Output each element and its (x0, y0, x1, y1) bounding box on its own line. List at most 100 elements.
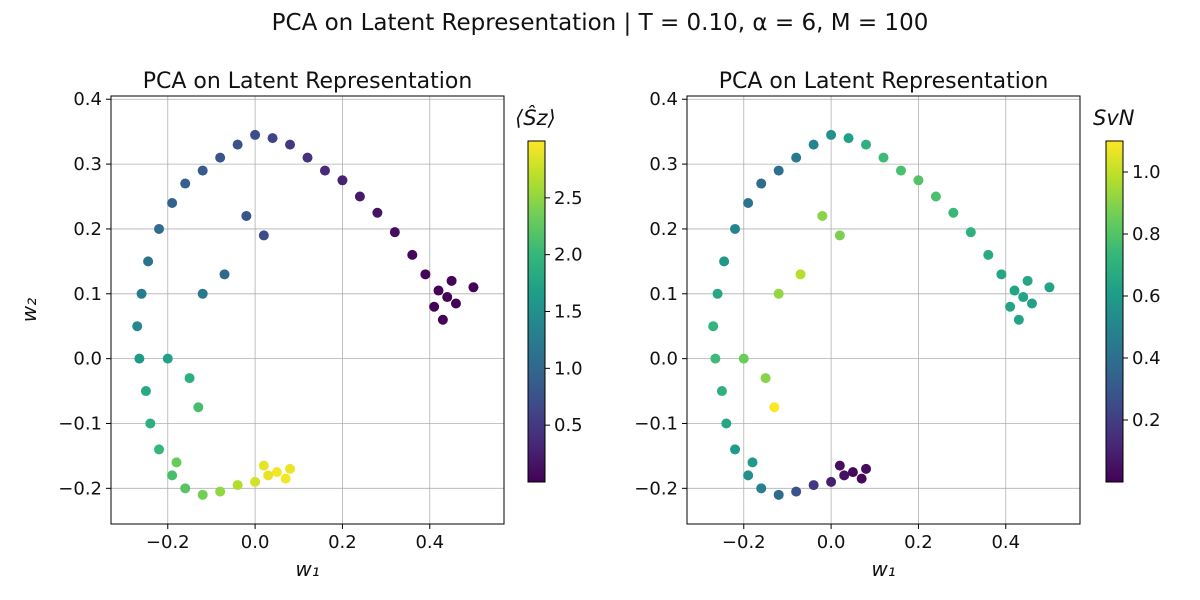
right-point-17 (743, 198, 754, 208)
right-point-44 (738, 353, 749, 364)
left-chart-title: PCA on Latent Representation (143, 69, 473, 94)
right-point-34 (1018, 292, 1029, 303)
right-point-45 (769, 402, 780, 413)
left-point-21 (232, 139, 243, 150)
right-point-8 (743, 470, 754, 481)
left-point-15 (143, 256, 154, 267)
left-point-38 (468, 282, 479, 293)
left-point-28 (354, 191, 365, 202)
left-point-35 (450, 298, 461, 309)
right-point-11 (716, 386, 727, 397)
right-point-41 (834, 230, 845, 241)
left-xtick-label-3: 0.4 (415, 532, 444, 553)
right-point-5 (791, 486, 802, 497)
left-point-18 (180, 178, 191, 189)
left-point-45 (193, 402, 204, 413)
right-axes-frame (686, 95, 1081, 525)
chart-left: −0.2 0.0 0.2 0.4 −0.2 −0.1 0.0 0.1 0.2 0.3 0.4 PCA … (17, 69, 583, 581)
left-point-24 (285, 139, 296, 150)
right-xtick-label-2: 0.2 (904, 532, 933, 553)
left-point-3 (250, 476, 261, 487)
left-ytick-label-5: 0.3 (73, 154, 102, 175)
right-point-25 (878, 152, 889, 163)
right-colorbar-tick-label-3: 0.8 (1132, 224, 1161, 245)
right-point-3 (826, 476, 837, 487)
left-point-1 (285, 463, 296, 474)
right-point-18 (756, 178, 767, 189)
left-point-6 (197, 489, 208, 500)
left-colorbar-tick-label-1: 1.0 (554, 358, 583, 379)
right-colorbar-bar (1105, 140, 1124, 483)
left-point-36 (429, 301, 440, 312)
right-point-1 (861, 463, 872, 474)
left-point-22 (250, 129, 261, 140)
right-xtick-label-1: 0.0 (817, 532, 846, 553)
left-point-48 (280, 473, 291, 484)
left-point-39 (437, 314, 448, 325)
left-point-4 (232, 480, 243, 491)
right-point-0 (847, 467, 858, 478)
right-point-29 (948, 207, 959, 218)
left-ytick-label-0: −0.2 (58, 478, 102, 499)
left-point-12 (134, 353, 145, 364)
left-colorbar-bar (527, 140, 546, 483)
right-point-28 (930, 191, 941, 202)
right-xtick-label-0: −0.2 (722, 532, 766, 553)
right-ytick-label-2: 0.0 (649, 349, 678, 370)
figure-suptitle: PCA on Latent Representation | T = 0.10,… (271, 10, 929, 36)
left-point-8 (167, 470, 178, 481)
left-point-16 (154, 223, 165, 234)
right-colorbar-tick-label-1: 0.4 (1132, 348, 1161, 369)
left-gridlines (111, 96, 504, 524)
left-xtick-label-0: −0.2 (146, 532, 190, 553)
right-ytick-label-1: −0.1 (634, 413, 678, 434)
left-point-2 (263, 470, 274, 481)
left-point-31 (407, 249, 418, 260)
left-point-26 (319, 165, 330, 176)
left-point-42 (219, 269, 230, 280)
right-point-9 (730, 444, 741, 455)
left-axes-frame (110, 95, 505, 525)
left-xtick-label-1: 0.0 (241, 532, 270, 553)
left-xtick-label-2: 0.2 (328, 532, 357, 553)
right-point-40 (817, 210, 828, 221)
left-colorbar: 0.5 1.0 1.5 2.0 2.5 ⟨Ŝz⟩ (515, 105, 583, 483)
right-colorbar-tick-label-0: 0.2 (1132, 410, 1161, 431)
left-point-11 (140, 386, 151, 397)
right-ytick-label-6: 0.4 (649, 89, 678, 110)
chart-right: −0.2 0.0 0.2 0.4 −0.2 −0.1 0.0 0.1 0.2 0.3 0.4 PCA … (634, 69, 1161, 581)
left-point-29 (372, 207, 383, 218)
right-ytick-label-5: 0.3 (649, 154, 678, 175)
left-ytick-label-6: 0.4 (73, 89, 102, 110)
right-point-36 (1005, 301, 1016, 312)
left-point-23 (267, 133, 278, 144)
left-point-44 (162, 353, 173, 364)
left-point-14 (136, 288, 147, 299)
left-point-25 (302, 152, 313, 163)
right-point-32 (996, 269, 1007, 280)
right-chart-title: PCA on Latent Representation (719, 69, 1049, 94)
left-point-0 (271, 467, 282, 478)
right-point-27 (913, 175, 924, 186)
left-ytick-label-3: 0.1 (73, 284, 102, 305)
right-point-19 (773, 165, 784, 176)
left-point-47 (171, 457, 182, 468)
left-point-9 (154, 444, 165, 455)
right-point-13 (708, 321, 719, 332)
right-point-12 (710, 353, 721, 364)
left-point-40 (241, 210, 252, 221)
left-point-20 (215, 152, 226, 163)
left-colorbar-tick-label-3: 2.0 (554, 245, 583, 266)
right-ytick-label-3: 0.1 (649, 284, 678, 305)
left-point-33 (433, 285, 444, 296)
right-point-46 (760, 373, 771, 384)
left-point-32 (420, 269, 431, 280)
right-colorbar-label: SvN (1093, 106, 1135, 130)
right-point-7 (756, 483, 767, 494)
right-point-26 (895, 165, 906, 176)
right-ytick-label-0: −0.2 (634, 478, 678, 499)
left-y-axis-label: w₂ (17, 298, 41, 322)
right-point-24 (861, 139, 872, 150)
right-point-49 (834, 460, 845, 471)
